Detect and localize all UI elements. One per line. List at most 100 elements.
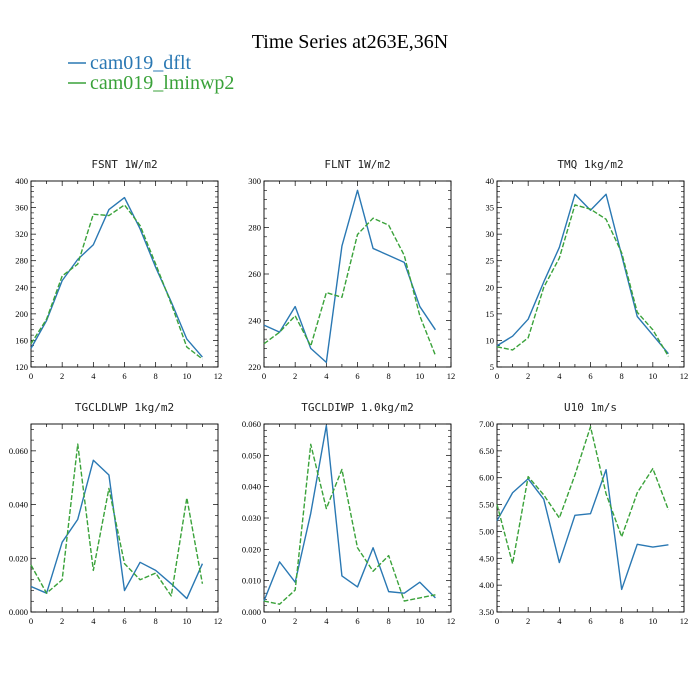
x-tick-label: 6 [588,616,592,626]
series-line-cam019_dflt [30,459,204,600]
y-tick-label: 3.50 [479,607,494,617]
x-tick-label: 8 [620,616,624,626]
y-tick-label: 7.00 [479,419,494,429]
panel-1: FLNT 1W/m2 0 2 4 6 8 10 12 220 240 260 280 300 [248,158,455,381]
series-line-cam019_dflt [496,468,669,591]
x-tick-label: 2 [60,616,64,626]
x-tick-label: 8 [387,616,391,626]
y-tick-label: 0.050 [242,450,261,460]
x-tick-label: 6 [122,616,126,626]
panel-4: TGCLDIWP 1.0kg/m2 0 2 4 6 8 10 12 0.000 0.010 0.02… [242,401,455,626]
series-line-cam019_lminwp2 [30,204,203,360]
y-tick-label: 0.020 [242,544,261,554]
panel-title: FSNT 1W/m2 [91,158,157,171]
y-tick-label: 40 [486,176,495,186]
y-tick-label: 20 [486,282,495,292]
panel-title: U10 1m/s [564,401,617,414]
panel-2: TMQ 1kg/m2 0 2 4 6 8 10 12 5 10 15 20 25 30 35 40 [486,158,689,381]
series-line-cam019_lminwp2 [263,217,437,356]
x-tick-label: 12 [680,371,689,381]
x-tick-label: 10 [416,616,425,626]
plot-frame [30,423,219,613]
y-tick-label: 220 [248,362,261,372]
series-line-cam019_dflt [496,193,669,355]
plot-frame [496,423,685,613]
y-tick-label: 4.00 [479,580,494,590]
y-tick-label: 5.50 [479,500,494,510]
y-tick-label: 30 [486,229,495,239]
x-tick-label: 10 [183,371,192,381]
x-tick-label: 8 [387,371,391,381]
y-tick-label: 0.020 [9,553,28,563]
y-tick-label: 240 [15,282,28,292]
x-tick-label: 0 [262,371,266,381]
x-tick-label: 12 [214,371,223,381]
y-tick-label: 360 [15,203,28,213]
panel-0: FSNT 1W/m2 0 2 4 6 8 10 12 120 160 200 240 280 320 360… [15,158,222,381]
y-tick-label: 0.000 [9,607,28,617]
y-tick-label: 200 [15,309,28,319]
y-tick-label: 0.030 [242,513,261,523]
x-tick-label: 10 [416,371,425,381]
y-tick-label: 0.010 [242,576,261,586]
y-tick-label: 300 [248,176,261,186]
x-tick-label: 4 [557,616,562,626]
x-tick-label: 2 [293,616,297,626]
y-tick-label: 280 [15,256,28,266]
y-tick-label: 35 [486,203,495,213]
series-line-cam019_lminwp2 [496,425,670,565]
legend: cam019_dflt cam019_lminwp2 [68,52,234,94]
x-tick-label: 2 [293,371,297,381]
y-tick-label: 0.000 [242,607,261,617]
x-tick-label: 10 [649,616,658,626]
x-tick-label: 0 [29,371,33,381]
x-tick-label: 12 [447,616,456,626]
y-tick-label: 0.060 [242,419,261,429]
plot-frame [263,180,452,368]
y-tick-label: 260 [248,269,261,279]
panel-title: FLNT 1W/m2 [324,158,390,171]
series-line-cam019_dflt [30,196,203,358]
legend-label-lminwp2: cam019_lminwp2 [90,72,234,94]
plot-frame [30,180,219,368]
x-tick-label: 4 [557,371,562,381]
series-line-cam019_lminwp2 [263,443,436,605]
x-tick-label: 8 [620,371,624,381]
x-tick-label: 12 [214,616,223,626]
panel-5: U10 1m/s 0 2 4 6 8 10 12 3.50 4.00 4.50 5.00 5.50 6.0… [479,401,688,626]
x-tick-label: 12 [447,371,456,381]
series-line-cam019_lminwp2 [496,204,670,357]
x-tick-label: 2 [526,371,530,381]
x-tick-label: 4 [91,616,96,626]
x-tick-label: 4 [324,371,329,381]
y-tick-label: 15 [486,309,495,319]
x-tick-label: 0 [29,616,33,626]
panel-title: TMQ 1kg/m2 [557,158,623,171]
y-tick-label: 0.060 [9,446,28,456]
y-tick-label: 5 [490,362,494,372]
plot-frame [263,423,452,613]
series-line-cam019_dflt [263,424,436,602]
x-tick-label: 6 [355,371,359,381]
y-tick-label: 4.50 [479,553,494,563]
y-tick-label: 6.00 [479,473,494,483]
panel-title: TGCLDLWP 1kg/m2 [75,401,174,414]
x-tick-label: 0 [262,616,266,626]
panels: FSNT 1W/m20 2 4 6 8 10 12120160200240280320360… [9,158,688,626]
y-tick-label: 160 [15,335,28,345]
x-tick-label: 10 [649,371,658,381]
x-tick-label: 6 [122,371,126,381]
x-tick-label: 6 [355,616,359,626]
x-tick-label: 0 [495,616,499,626]
y-tick-label: 280 [248,223,261,233]
x-tick-label: 10 [183,616,192,626]
x-tick-label: 6 [588,371,592,381]
x-tick-label: 8 [154,616,158,626]
y-tick-label: 240 [248,316,261,326]
x-tick-label: 2 [60,371,64,381]
x-tick-label: 12 [680,616,689,626]
y-tick-label: 120 [15,362,28,372]
y-tick-label: 0.040 [9,500,28,510]
x-tick-label: 4 [324,616,329,626]
